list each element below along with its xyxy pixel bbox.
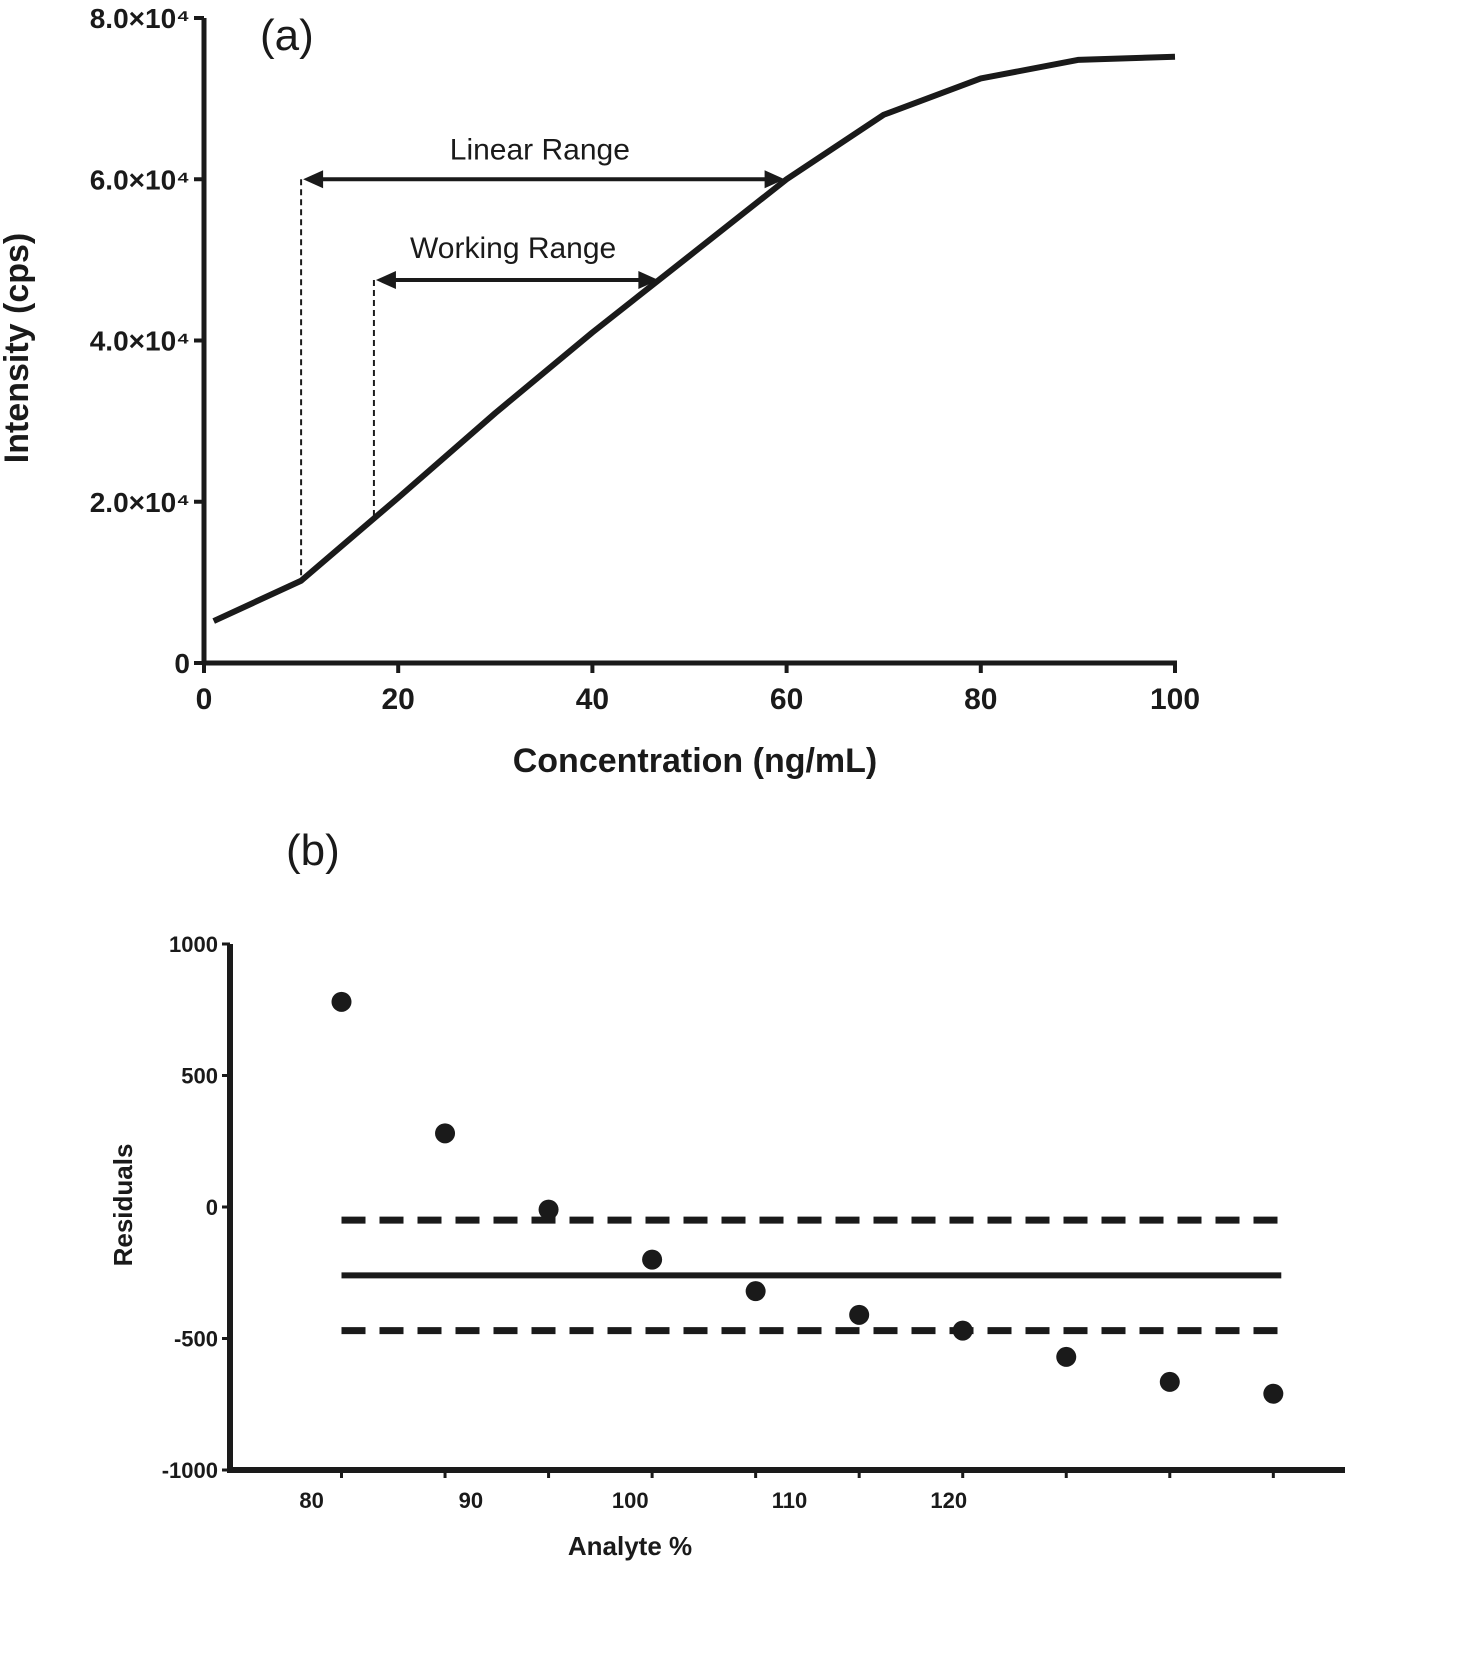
panel-a-y-tick-label: 8.0×10⁴	[90, 3, 190, 34]
panel-b-residual-point	[538, 1199, 559, 1220]
panel-a-linear-range-label: Linear Range	[450, 133, 630, 166]
panel-b-y-tick-label: -1000	[162, 1458, 218, 1483]
panel-a-x-tick-label: 100	[1150, 683, 1200, 716]
panel-a-working-range-arrow-head-left	[375, 271, 396, 290]
panel-a-x-tick-label: 80	[964, 683, 997, 716]
panel-b-residual-point	[1056, 1346, 1077, 1367]
panel-a-x-tick-label: 60	[770, 683, 803, 716]
panel-b-residual-point	[642, 1249, 663, 1270]
panel-b-residual-point	[435, 1123, 456, 1144]
panel-b-y-tick-label: 500	[181, 1064, 218, 1089]
panel-a-y-tick-label: 4.0×10⁴	[90, 326, 190, 357]
panel-a-y-tick-label: 0	[174, 648, 190, 679]
panel-b-x-tick-label: 90	[459, 1488, 483, 1513]
panel-b-x-tick-label: 110	[772, 1488, 808, 1513]
panel-b-y-tick-label: 0	[206, 1195, 218, 1220]
panel-b-residual-point	[745, 1281, 766, 1302]
panel-a-working-range-arrow-head-right	[638, 271, 659, 290]
panel-b: (b) -1000 -500 0 500 1000 80 90 100 110 120 Analy…	[108, 826, 1345, 1561]
panel-a-x-tick-label: 20	[382, 683, 415, 716]
panel-a-label: (a)	[260, 11, 314, 60]
panel-a-x-tick-label: 40	[576, 683, 609, 716]
panel-a-linear-range-arrow-head-right	[764, 170, 785, 189]
panel-b-x-tick-label: 100	[612, 1488, 649, 1513]
panel-b-x-tick-label: 120	[930, 1488, 967, 1513]
panel-b-residual-point	[1263, 1383, 1284, 1404]
panel-a-y-tick-label: 6.0×10⁴	[90, 164, 190, 195]
panel-a-response-line	[212, 53, 1176, 624]
panel-a-x-tick-label: 0	[196, 683, 213, 716]
panel-b-y-tick-label: -500	[174, 1327, 218, 1352]
panel-a-y-tick-label: 2.0×10⁴	[90, 487, 190, 518]
panel-b-residual-point	[331, 991, 352, 1012]
panel-b-x-axis-title: Analyte %	[568, 1531, 692, 1561]
panel-a: (a) 0 20 40 60 80 100 0 2.0×10⁴ 4.0×10⁴ 6.0×10⁴ 8.…	[0, 3, 1200, 780]
panel-b-residual-point	[849, 1304, 870, 1325]
panel-b-x-tick-label: 80	[299, 1488, 323, 1513]
panel-a-linear-range-arrow-head-left	[303, 170, 324, 189]
panel-a-y-axis-title: Intensity (cps)	[0, 233, 36, 463]
panel-b-residual-point	[952, 1320, 973, 1341]
panel-b-y-axis-title: Residuals	[108, 1144, 138, 1267]
panel-b-label: (b)	[286, 826, 340, 875]
panel-b-residual-point	[1159, 1371, 1180, 1392]
panel-b-y-tick-label: 1000	[169, 932, 218, 957]
panel-a-working-range-label: Working Range	[410, 232, 616, 265]
panel-a-x-axis-title: Concentration (ng/mL)	[513, 742, 878, 780]
